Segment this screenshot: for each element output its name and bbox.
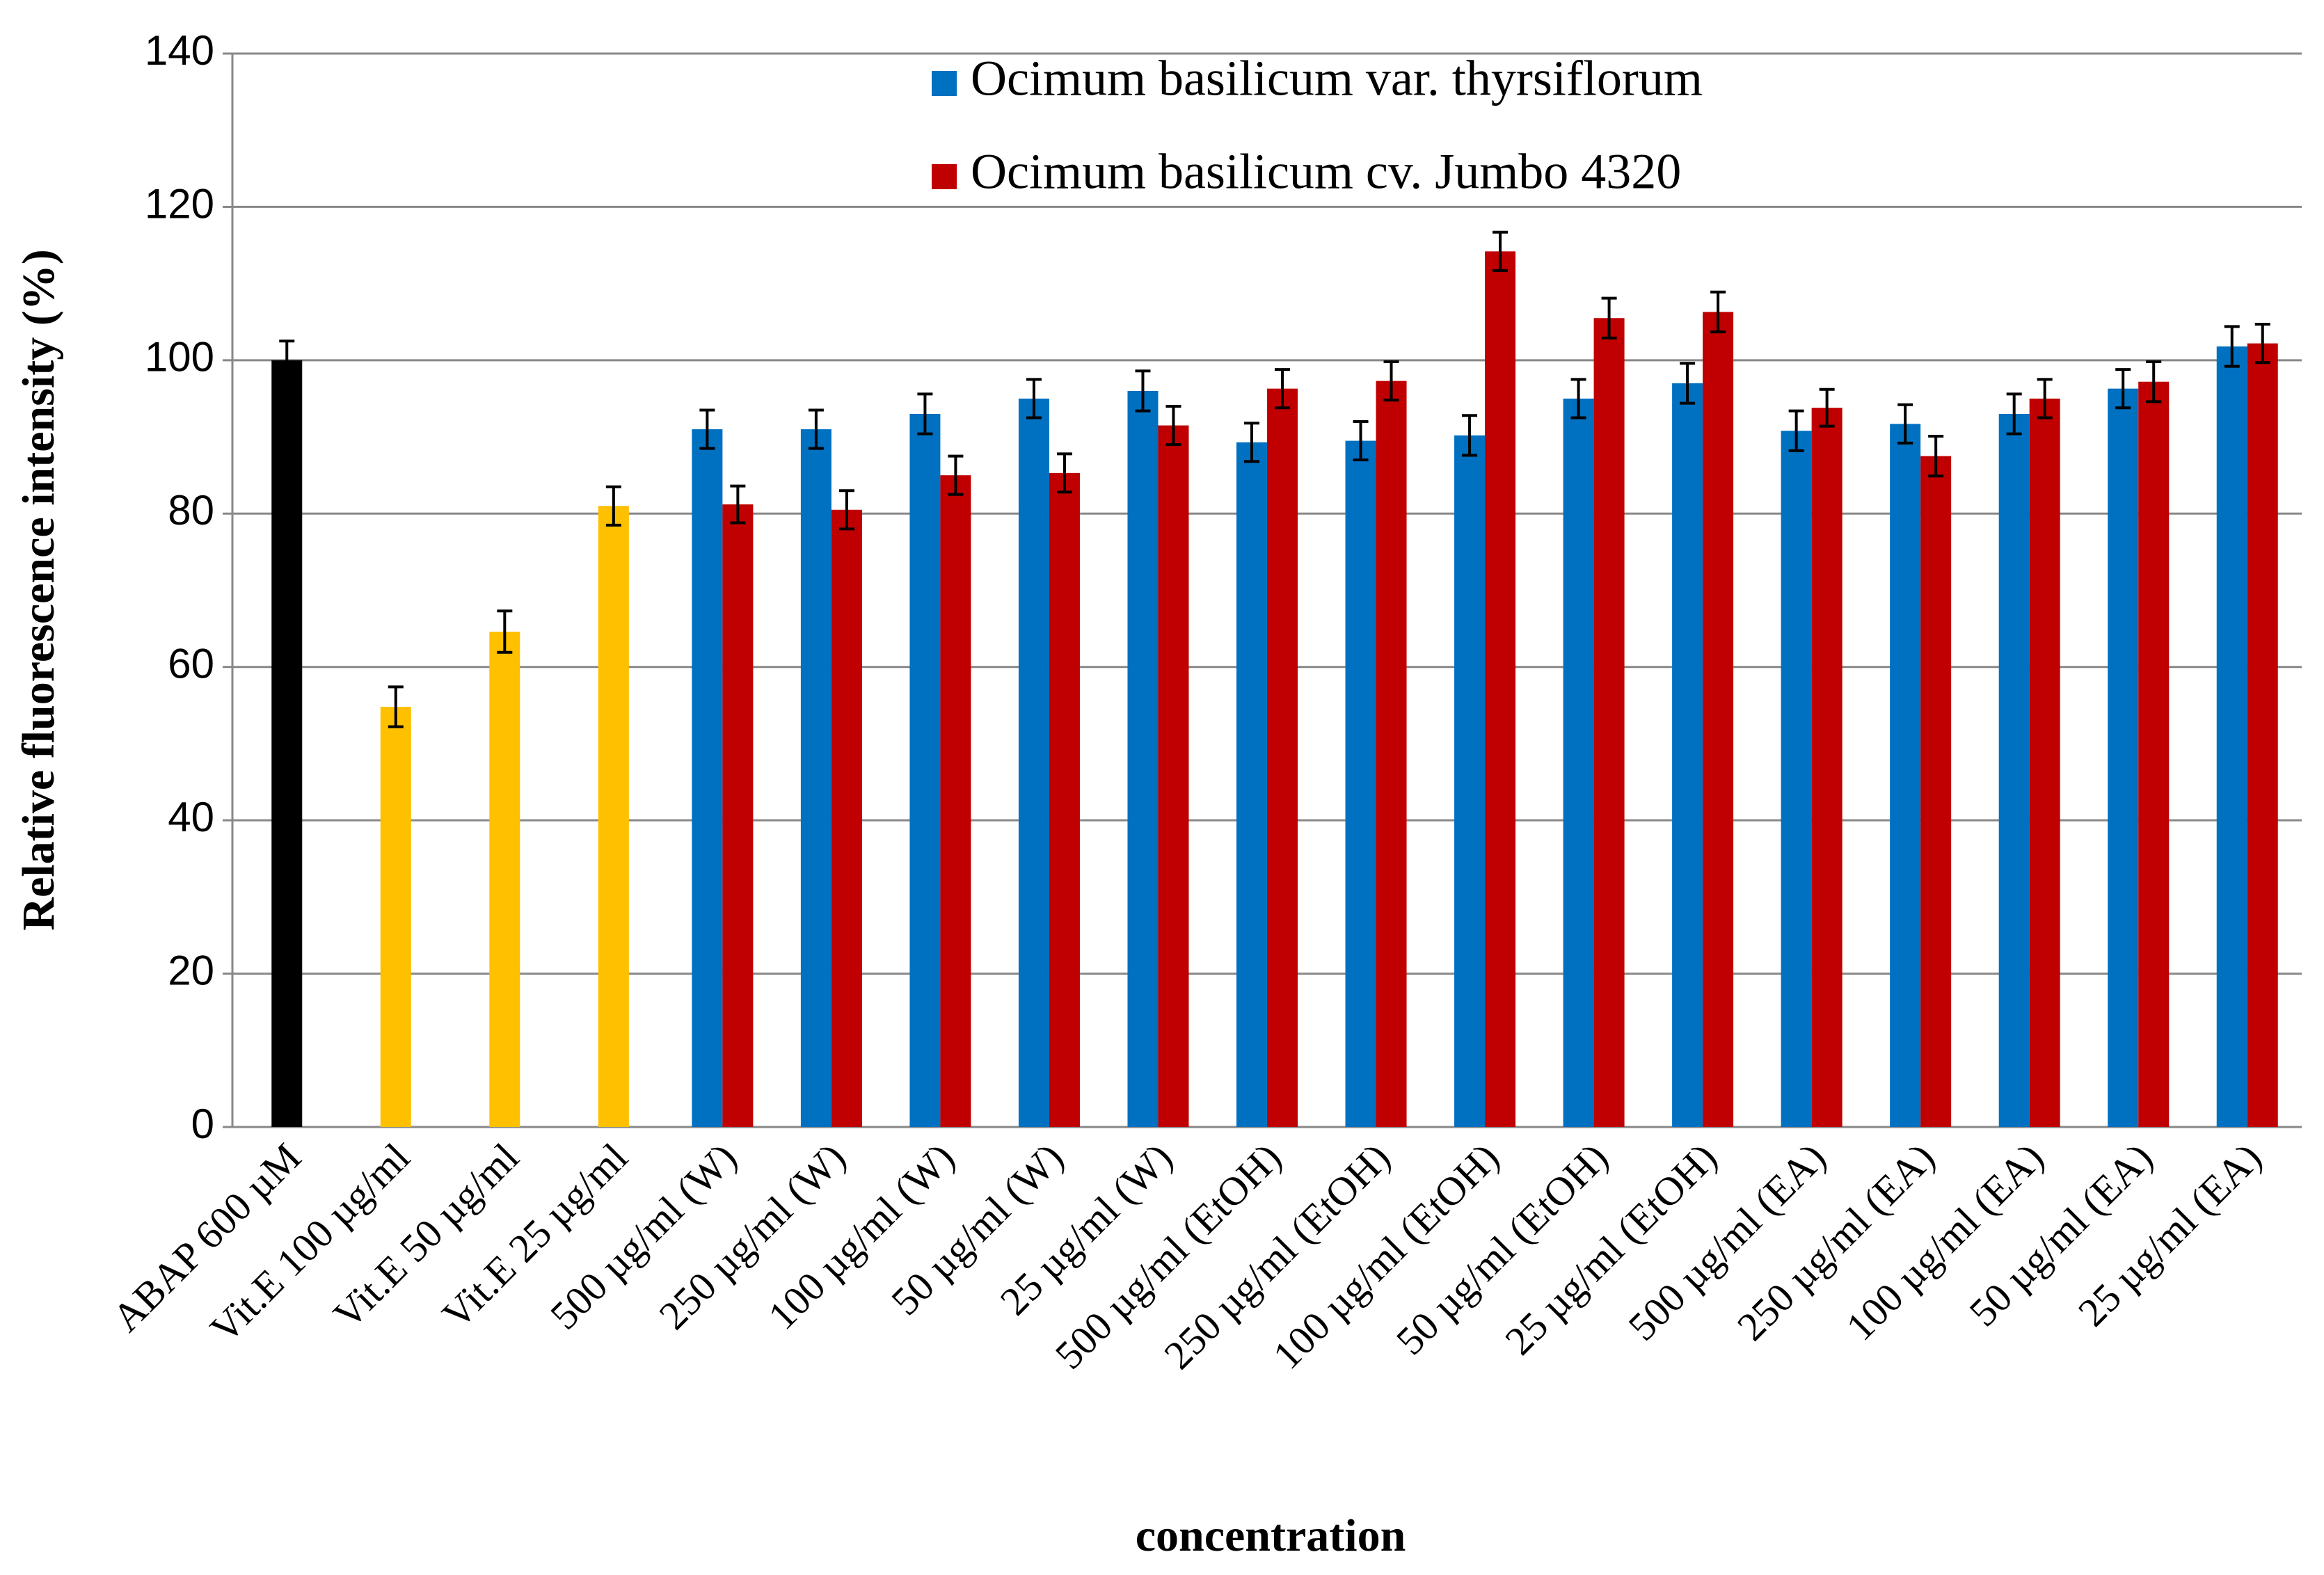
x-tick-label: 500 µg/ml (W) xyxy=(541,1135,745,1338)
bar xyxy=(800,429,831,1127)
bar xyxy=(2247,343,2278,1127)
bar xyxy=(271,360,303,1127)
legend-swatch xyxy=(932,71,957,96)
x-axis-title: concentration xyxy=(1136,1510,1406,1561)
bar xyxy=(1920,456,1952,1127)
y-axis-title: Relative fluorescence intensity (%) xyxy=(13,249,64,930)
y-tick-label: 60 xyxy=(168,641,214,687)
bar xyxy=(1454,435,1486,1127)
x-tick-label: 100 µg/ml (EA) xyxy=(1837,1135,2052,1350)
bar xyxy=(722,504,754,1127)
legend-label: Ocimum basilicum cv. Jumbo 4320 xyxy=(971,144,1681,200)
bar xyxy=(831,509,862,1127)
bar xyxy=(1158,425,1189,1127)
x-tick-label: Vit.E 25 µg/ml xyxy=(433,1135,637,1338)
bar xyxy=(1781,431,1812,1127)
bar xyxy=(1811,408,1843,1128)
bar xyxy=(1127,390,1159,1127)
bar xyxy=(1049,472,1080,1127)
y-tick-label: 80 xyxy=(168,487,214,534)
bar xyxy=(1018,398,1049,1127)
bar xyxy=(1593,318,1625,1128)
bar xyxy=(2108,388,2139,1127)
bar xyxy=(1563,398,1594,1127)
x-tick-label: 100 µg/ml (W) xyxy=(759,1135,963,1338)
bar xyxy=(1267,388,1298,1127)
bar xyxy=(380,707,411,1127)
bar xyxy=(598,506,629,1127)
x-tick-label: ABAP 600 µM xyxy=(104,1135,310,1341)
bar xyxy=(1485,251,1516,1128)
x-tick-label: 250 µg/ml (EA) xyxy=(1728,1135,1943,1350)
bar xyxy=(909,414,941,1128)
bar xyxy=(940,475,971,1127)
bar xyxy=(1703,312,1734,1128)
x-tick-label: 250 µg/ml (W) xyxy=(651,1135,854,1338)
y-tick-label: 100 xyxy=(145,334,214,381)
bar xyxy=(489,632,520,1127)
x-tick-label: Vit.E 50 µg/ml xyxy=(324,1135,527,1338)
y-tick-label: 0 xyxy=(191,1101,214,1147)
bar xyxy=(1376,381,1407,1127)
bar xyxy=(2138,381,2170,1127)
y-tick-label: 140 xyxy=(145,27,214,74)
bar xyxy=(1890,424,1921,1127)
legend-swatch xyxy=(932,164,957,189)
x-tick-label: 500 µg/ml (EA) xyxy=(1619,1135,1834,1350)
bar xyxy=(2216,346,2247,1128)
y-tick-label: 40 xyxy=(168,794,214,840)
y-tick-label: 20 xyxy=(168,947,214,993)
bar xyxy=(2029,398,2060,1127)
bar xyxy=(1345,440,1376,1127)
bar xyxy=(1236,442,1267,1127)
bar xyxy=(1998,414,2030,1128)
y-tick-label: 120 xyxy=(145,180,214,227)
bar xyxy=(1672,383,1703,1128)
legend-label: Ocimum basilicum var. thyrsiflorum xyxy=(971,51,1703,106)
bar xyxy=(692,429,723,1127)
